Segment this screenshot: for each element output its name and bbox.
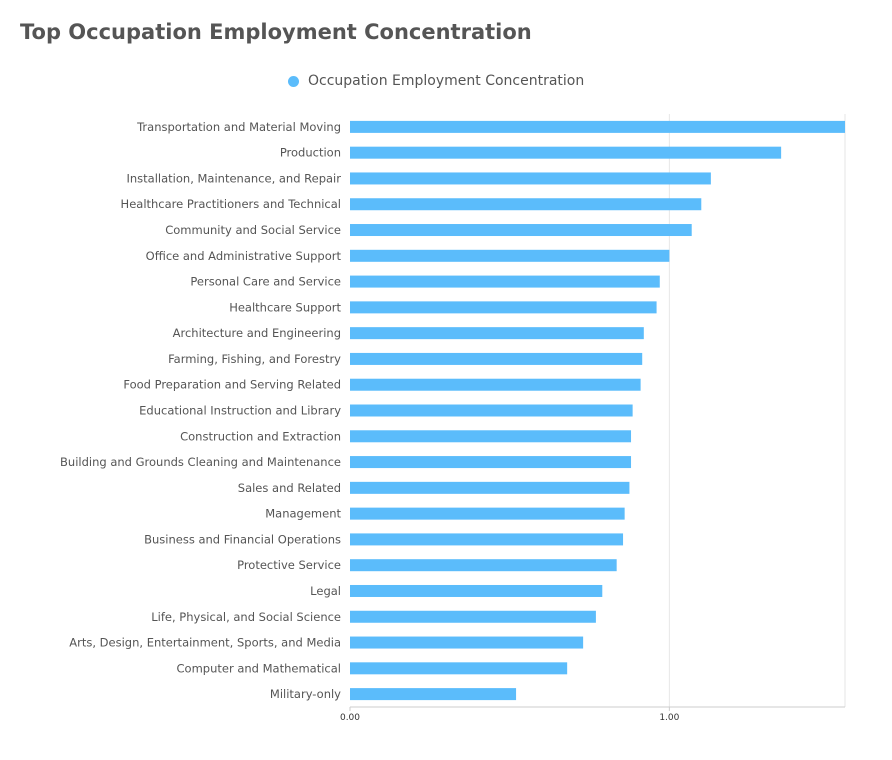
category-label: Farming, Fishing, and Forestry [168, 352, 341, 366]
bar[interactable] [350, 636, 584, 649]
legend-marker-icon [288, 75, 299, 87]
bar[interactable] [350, 688, 517, 701]
bar[interactable] [350, 481, 630, 494]
x-tick-label: 0.00 [340, 713, 360, 723]
category-label: Food Preparation and Serving Related [123, 378, 341, 392]
bar[interactable] [350, 120, 845, 133]
category-label: Arts, Design, Entertainment, Sports, and… [69, 636, 341, 650]
legend-label: Occupation Employment Concentration [308, 73, 585, 89]
bar[interactable] [350, 275, 660, 288]
bar[interactable] [350, 172, 711, 185]
bar[interactable] [350, 456, 632, 469]
category-label: Life, Physical, and Social Science [151, 610, 341, 624]
chart-legend[interactable]: Occupation Employment Concentration [288, 73, 584, 89]
bar[interactable] [350, 584, 603, 597]
bar[interactable] [350, 610, 596, 623]
category-label: Military-only [270, 687, 341, 701]
bar[interactable] [350, 404, 633, 417]
bar[interactable] [350, 224, 692, 237]
category-label: Management [265, 507, 341, 521]
category-label: Installation, Maintenance, and Repair [127, 171, 342, 185]
bar[interactable] [350, 662, 568, 675]
category-label: Computer and Mathematical [177, 661, 341, 675]
bar[interactable] [350, 327, 644, 340]
category-label: Office and Administrative Support [146, 249, 342, 263]
bar[interactable] [350, 378, 641, 391]
bar[interactable] [350, 430, 632, 443]
bar[interactable] [350, 533, 624, 546]
bar[interactable] [350, 507, 625, 520]
category-label: Business and Financial Operations [144, 532, 341, 546]
category-label: Legal [310, 584, 341, 598]
x-tick-label: 1.00 [659, 713, 679, 723]
category-label: Healthcare Support [229, 300, 341, 314]
category-label: Sales and Related [238, 481, 341, 495]
bar[interactable] [350, 198, 702, 211]
category-label: Personal Care and Service [190, 275, 341, 289]
category-label: Transportation and Material Moving [136, 120, 341, 134]
category-label: Architecture and Engineering [173, 326, 341, 340]
bar[interactable] [350, 301, 657, 314]
category-label: Building and Grounds Cleaning and Mainte… [60, 455, 341, 469]
category-label: Healthcare Practitioners and Technical [121, 197, 341, 211]
chart-title: Top Occupation Employment Concentration [20, 20, 532, 44]
category-label: Community and Social Service [165, 223, 341, 237]
bar[interactable] [350, 249, 670, 262]
bar[interactable] [350, 352, 643, 365]
category-label: Protective Service [237, 558, 341, 572]
category-label: Construction and Extraction [180, 429, 341, 443]
category-label: Production [280, 146, 341, 160]
category-label: Educational Instruction and Library [139, 404, 341, 418]
bar[interactable] [350, 146, 782, 159]
bar[interactable] [350, 559, 617, 572]
